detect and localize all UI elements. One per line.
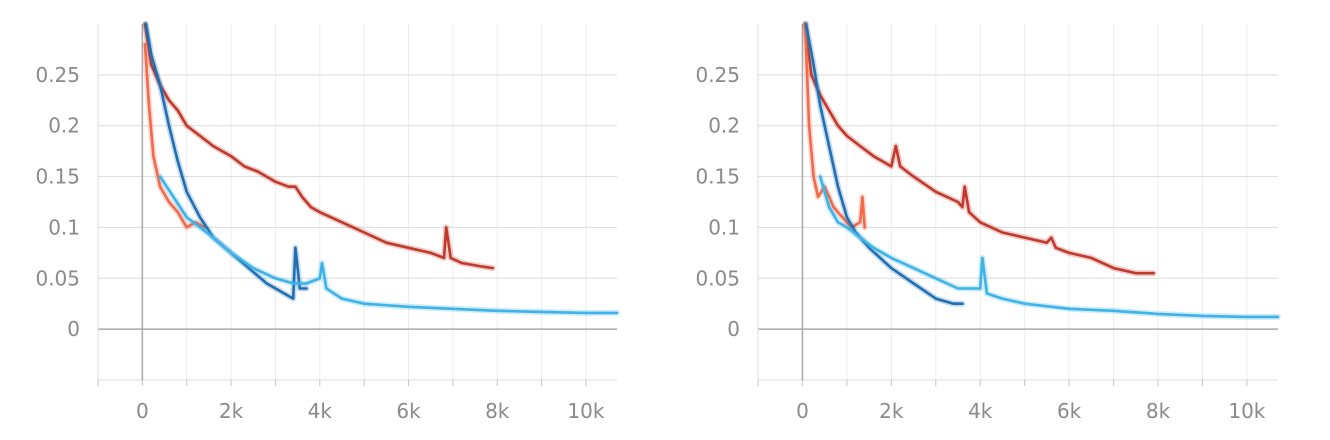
x-tick-label: 4k bbox=[968, 399, 993, 423]
y-tick-label: 0.25 bbox=[35, 63, 80, 87]
series-line-3 bbox=[158, 175, 619, 315]
x-tick-label: 0 bbox=[136, 399, 149, 423]
y-tick-label: 0.05 bbox=[35, 266, 80, 290]
y-tick-label: 0.2 bbox=[708, 114, 740, 138]
y-tick-label: 0.2 bbox=[48, 114, 80, 138]
series-halo bbox=[142, 21, 496, 272]
x-tick-label: 0 bbox=[796, 399, 809, 423]
x-tick-label: 2k bbox=[219, 399, 244, 423]
y-tick-label: 0.15 bbox=[695, 165, 740, 189]
series-halo bbox=[817, 173, 1281, 320]
y-tick-label: 0.05 bbox=[695, 266, 740, 290]
x-tick-label: 10k bbox=[567, 399, 604, 423]
series-line-3 bbox=[818, 175, 1280, 319]
x-tick-label: 6k bbox=[1057, 399, 1082, 423]
x-tick-label: 6k bbox=[396, 399, 421, 423]
x-tick-label: 8k bbox=[485, 399, 510, 423]
series-halo bbox=[142, 21, 310, 302]
chart-right: 0 0.05 0.1 0.15 0.2 0.25 0 2k 4k 6k 8k 10k bbox=[695, 21, 1281, 423]
x-tick-label: 4k bbox=[308, 399, 333, 423]
series-line-1 bbox=[803, 22, 867, 229]
y-tick-label: 0.1 bbox=[48, 215, 80, 239]
y-tick-label: 0 bbox=[727, 317, 740, 341]
x-tick-label: 10k bbox=[1228, 399, 1265, 423]
x-tick-label: 2k bbox=[879, 399, 904, 423]
y-tick-label: 0.25 bbox=[695, 63, 740, 87]
y-tick-label: 0.1 bbox=[708, 215, 740, 239]
series-line-2 bbox=[804, 22, 964, 306]
series-line-0 bbox=[803, 22, 1155, 275]
series-line-1 bbox=[143, 42, 206, 229]
chart-left: 0 0.05 0.1 0.15 0.2 0.25 0 2k 4k 6k 8k 10k bbox=[35, 21, 620, 423]
x-tick-label: 8k bbox=[1146, 399, 1171, 423]
series-line-0 bbox=[143, 22, 495, 270]
series-line-2 bbox=[144, 22, 308, 300]
y-tick-label: 0 bbox=[67, 317, 80, 341]
y-tick-label: 0.15 bbox=[35, 165, 80, 189]
